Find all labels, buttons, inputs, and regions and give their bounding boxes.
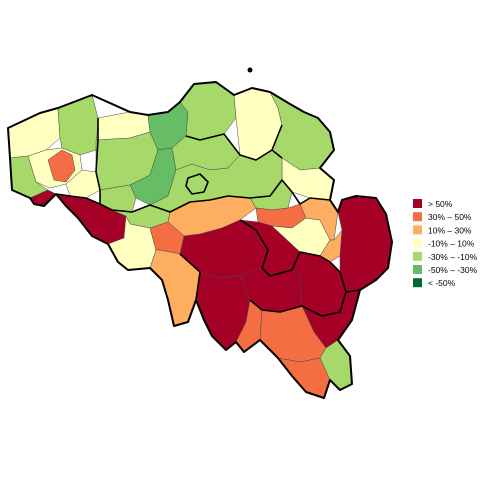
legend-swatch-4 (413, 251, 422, 261)
legend-swatch-3 (413, 238, 422, 248)
northern-regions (7, 81, 335, 213)
country-outline (7, 81, 393, 399)
legend-label-4: -30% – -10% (428, 252, 478, 262)
province-borders (55, 118, 361, 323)
legend-swatch-5 (413, 265, 422, 274)
region-bruges (57, 94, 99, 156)
enclave-marker (247, 67, 253, 73)
legend-label-6: < -50% (428, 278, 456, 288)
southern-regions (55, 193, 393, 399)
legend-label-5: -50% – -30% (428, 265, 478, 275)
region-roeselare (47, 149, 76, 183)
region-virton (277, 357, 331, 399)
legend-label-3: -10% – 10% (428, 239, 475, 249)
map-legend: > 50% 30% – 50% 10% – 30% -10% – 10% -30% – … (413, 199, 478, 288)
legend-label-2: 10% – 30% (428, 225, 472, 235)
region-mechelen (171, 133, 241, 171)
legend-swatch-2 (413, 225, 422, 235)
legend-swatch-1 (413, 212, 422, 222)
legend-label-1: 30% – 50% (428, 212, 472, 222)
legend-label-0: > 50% (428, 199, 453, 209)
legend-swatch-0 (413, 199, 422, 208)
legend-swatch-6 (413, 278, 422, 288)
